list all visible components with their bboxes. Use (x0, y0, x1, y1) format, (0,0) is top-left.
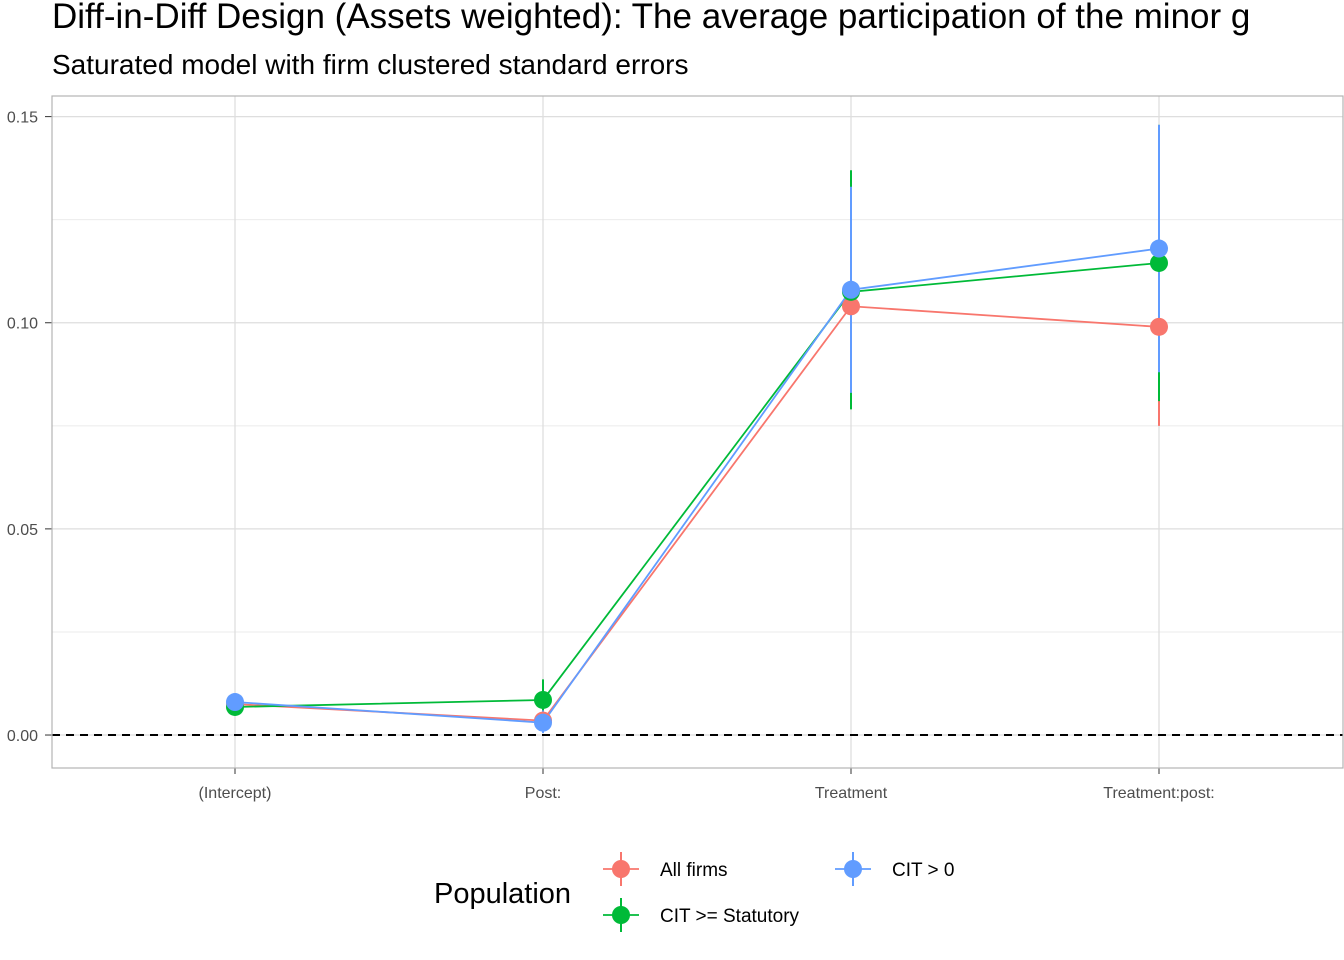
data-point (534, 713, 552, 732)
legend-item: CIT > 0 (835, 852, 954, 886)
legend: Population All firms CIT >= Statutory CIT … (434, 852, 954, 932)
legend-title: Population (434, 878, 571, 910)
y-axis: 0.00 0.05 0.10 0.15 (7, 110, 52, 745)
legend-label: CIT > 0 (892, 860, 954, 881)
x-tick-label: Treatment (815, 785, 888, 802)
data-point (534, 690, 552, 709)
data-points (226, 239, 1168, 732)
legend-label: All firms (660, 860, 728, 881)
chart-subtitle: Saturated model with firm clustered stan… (52, 49, 689, 80)
chart-title: Diff-in-Diff Design (Assets weighted): T… (52, 0, 1250, 36)
data-point (842, 280, 860, 299)
series-lines (234, 247, 1160, 724)
x-tick-label: Post: (525, 785, 561, 802)
x-tick-label: Treatment:post: (1103, 785, 1214, 802)
x-axis: (Intercept) Post: Treatment Treatment:post: (199, 768, 1215, 802)
legend-key-point (844, 860, 862, 878)
data-point (842, 297, 860, 316)
data-point (1150, 239, 1168, 258)
data-point (1150, 317, 1168, 336)
y-tick-label: 0.10 (7, 316, 38, 333)
plot-grid (52, 96, 1343, 768)
y-tick-label: 0.05 (7, 522, 38, 539)
error-bars (234, 124, 1160, 733)
data-point (1150, 253, 1168, 272)
legend-label: CIT >= Statutory (660, 906, 800, 927)
series-line (234, 247, 1160, 724)
plot-border (51, 95, 1344, 769)
legend-item: All firms (603, 852, 728, 886)
legend-item: CIT >= Statutory (603, 898, 800, 932)
series-line (234, 305, 1160, 722)
y-tick-label: 0.15 (7, 110, 38, 127)
y-tick-label: 0.00 (7, 728, 38, 745)
series-line (234, 262, 1160, 708)
x-tick-label: (Intercept) (199, 785, 272, 802)
legend-key-point (612, 906, 630, 924)
legend-key-point (612, 860, 630, 878)
data-point (226, 693, 244, 712)
